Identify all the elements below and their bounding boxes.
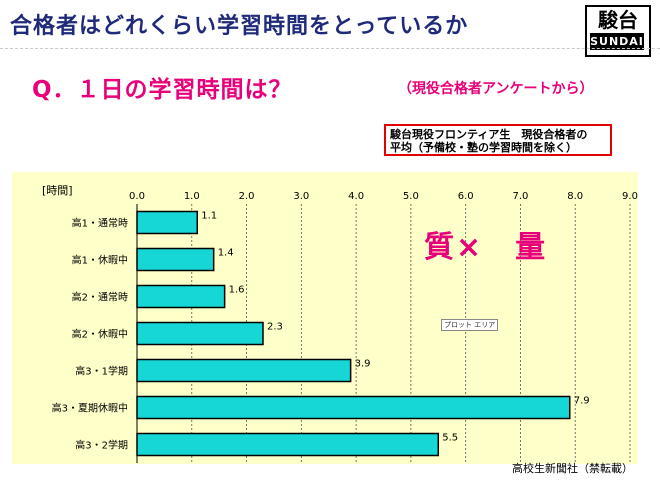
emphasis-text: 質× 量 [424, 230, 548, 265]
sundai-logo: 駿台 SUNDAI [585, 5, 651, 57]
axis-unit-label: [時間] [42, 184, 73, 197]
x-tick-label: 0.0 [129, 191, 145, 202]
x-tick-label: 7.0 [512, 191, 528, 202]
category-label: 高3・1学期 [75, 365, 128, 378]
note-line-1: 駿台現役フロンティア生 現役合格者の [390, 128, 588, 141]
data-label: 1.1 [201, 211, 217, 222]
x-tick-label: 9.0 [622, 191, 638, 202]
data-label: 5.5 [442, 433, 458, 444]
data-label: 1.4 [218, 248, 234, 259]
data-label: 3.9 [355, 359, 371, 370]
category-label: 高2・通常時 [72, 291, 128, 304]
bar [136, 284, 226, 309]
question-source: （現役合格者アンケートから） [398, 81, 594, 97]
x-tick-label: 5.0 [403, 191, 419, 202]
data-label: 7.9 [574, 396, 590, 407]
plot-area-label: プロット エリア [441, 319, 499, 331]
note-line-2: 平均（予備校・塾の学習時間を除く） [390, 141, 577, 154]
question-heading: Q．１日の学習時間は？ [32, 77, 293, 103]
category-label: 高3・2学期 [75, 439, 128, 452]
data-label: 1.6 [229, 285, 245, 296]
header-divider [0, 48, 660, 49]
x-tick-label: 1.0 [184, 191, 200, 202]
category-label: 高3・夏期休暇中 [52, 402, 128, 415]
x-tick-label: 3.0 [293, 191, 309, 202]
x-tick-label: 4.0 [348, 191, 364, 202]
bar [136, 210, 199, 235]
x-tick-label: 6.0 [458, 191, 474, 202]
bar [136, 358, 352, 383]
category-label: 高1・通常時 [72, 217, 128, 230]
bar [136, 247, 215, 272]
credit-text: 高校生新聞社（禁転載） [512, 462, 633, 475]
logo-kanji: 駿台 [598, 8, 638, 32]
bar [136, 321, 264, 346]
x-tick-label: 2.0 [239, 191, 255, 202]
page-title: 合格者はどれくらい学習時間をとっているか [10, 14, 469, 39]
bar [136, 432, 440, 457]
note-box: 駿台現役フロンティア生 現役合格者の 平均（予備校・塾の学習時間を除く） [384, 124, 612, 156]
bar [136, 395, 571, 420]
logo-english: SUNDAI [590, 33, 644, 50]
data-label: 2.3 [267, 322, 283, 333]
x-tick-label: 8.0 [567, 191, 583, 202]
category-label: 高2・休暇中 [72, 328, 128, 341]
category-label: 高1・休暇中 [72, 254, 128, 267]
